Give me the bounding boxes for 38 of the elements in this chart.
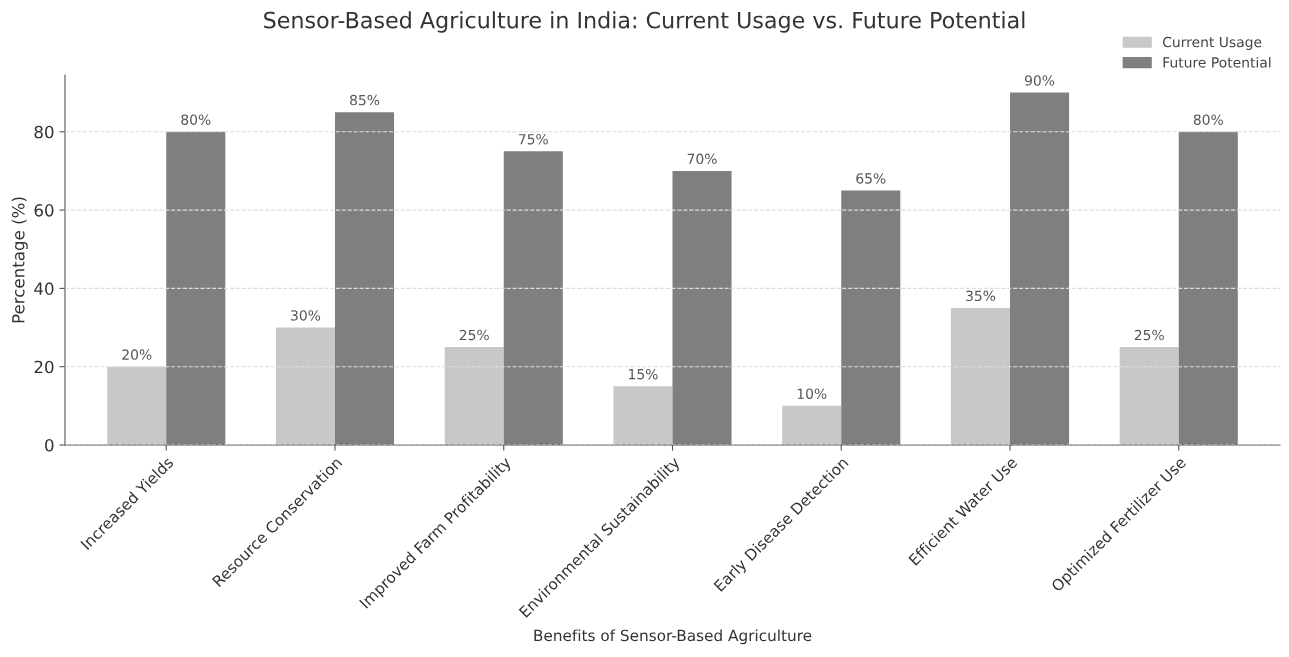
chart-title: Sensor-Based Agriculture in India: Current Usage vs. Future Potential — [264, 11, 1025, 33]
legend-label: Future Potential — [1163, 56, 1271, 68]
bar — [841, 190, 901, 445]
data-label: 90% — [1024, 75, 1055, 86]
data-label: 30% — [291, 310, 321, 321]
bar — [1119, 347, 1179, 445]
bar — [503, 151, 563, 445]
bar — [107, 366, 167, 445]
data-label: 80% — [1193, 114, 1223, 125]
data-label: 85% — [350, 94, 380, 106]
y-axis-title: Percentage (%) — [11, 197, 28, 323]
data-label: 80% — [181, 114, 211, 125]
bar — [275, 327, 335, 445]
bar — [782, 405, 842, 445]
x-axis-title: Benefits of Sensor-Based Agriculture — [534, 629, 812, 645]
bar — [672, 170, 732, 445]
y-tick-label: 0 — [45, 438, 54, 452]
data-label: 20% — [122, 349, 152, 360]
data-label: 35% — [966, 290, 996, 302]
data-label: 25% — [1134, 329, 1164, 341]
data-label: 25% — [459, 329, 489, 341]
bar — [1010, 92, 1070, 445]
y-tick-label: 20 — [34, 360, 54, 374]
data-label: 15% — [629, 368, 658, 380]
bar — [613, 386, 673, 445]
y-tick-label: 80 — [34, 125, 54, 139]
legend-label: Current Usage — [1162, 36, 1262, 50]
y-tick-label: 60 — [34, 204, 54, 217]
data-label: 65% — [856, 173, 886, 184]
bar — [166, 131, 226, 445]
bar — [335, 112, 395, 445]
data-label: 70% — [687, 153, 717, 165]
y-tick-label: 40 — [34, 282, 54, 295]
bar — [1178, 131, 1238, 445]
data-label: 10% — [797, 388, 827, 399]
data-label: 75% — [518, 133, 548, 145]
bar — [950, 307, 1010, 445]
bar — [444, 347, 504, 445]
